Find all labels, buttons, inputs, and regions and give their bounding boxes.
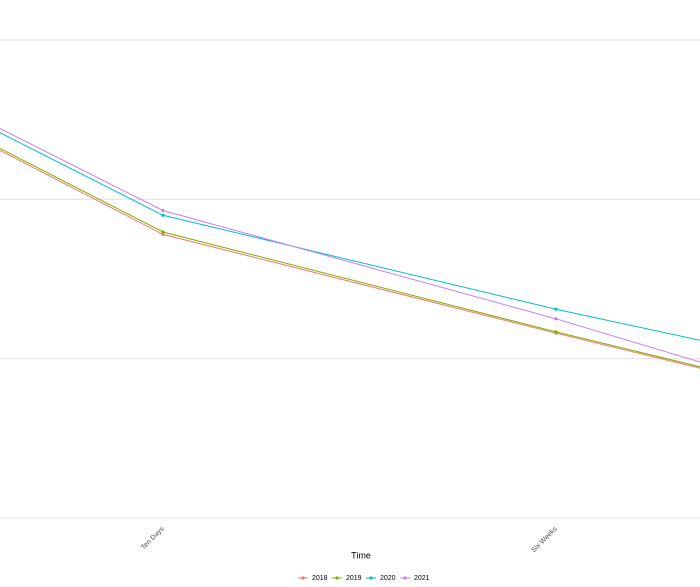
legend-label: 2020 [380,575,396,582]
x-tick-label: Ten Days [140,525,166,551]
point [161,208,165,213]
point [161,213,165,217]
line [0,127,700,363]
line [0,147,700,368]
line [0,149,700,369]
legend-label: 2018 [312,575,328,582]
legend-swatch [335,576,339,580]
x-tick-label: Six Weeks [530,525,559,554]
x-axis-title: Time [351,550,371,560]
point [554,317,558,321]
legend-swatch [403,576,407,580]
legend-swatch [369,576,373,580]
line [0,132,700,341]
legend-swatch [301,576,305,580]
legend-label: 2021 [414,575,430,582]
legend-label: 2019 [346,575,362,582]
point [161,230,165,234]
point [161,232,165,236]
point [554,307,558,311]
point [554,330,558,334]
